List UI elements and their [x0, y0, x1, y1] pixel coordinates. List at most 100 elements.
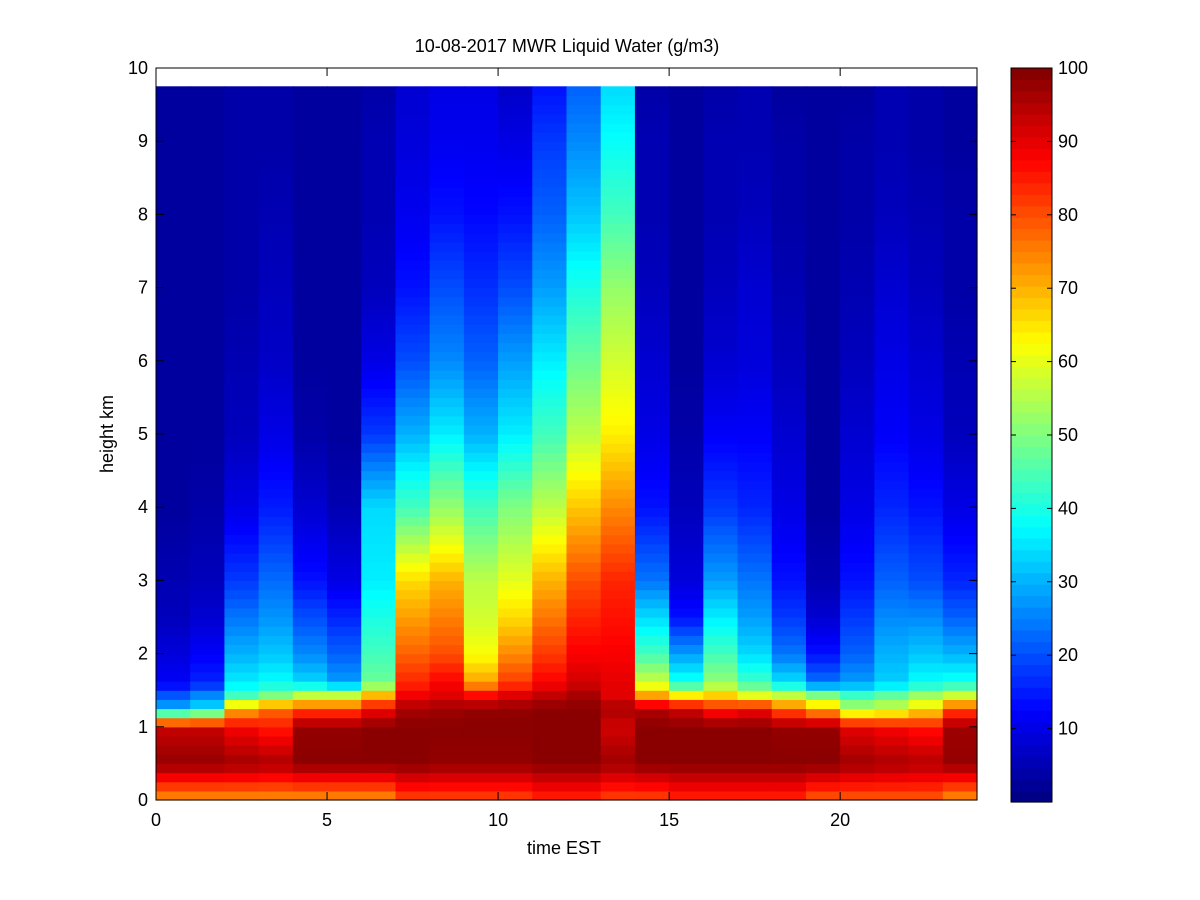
heatmap-cell — [908, 415, 944, 426]
heatmap-cell — [498, 735, 533, 746]
heatmap-cell — [874, 754, 910, 764]
heatmap-cell — [258, 543, 294, 554]
heatmap-cell — [327, 498, 362, 508]
heatmap-cell — [566, 617, 602, 627]
heatmap-cell — [258, 516, 294, 527]
heatmap-cell — [874, 598, 910, 609]
heatmap-cell — [874, 424, 910, 435]
heatmap-cell — [463, 781, 499, 792]
heatmap-cell — [566, 635, 602, 646]
heatmap-cell — [463, 488, 499, 499]
heatmap-cell — [532, 562, 568, 572]
heatmap-cell — [840, 113, 875, 124]
heatmap-cell — [634, 415, 670, 426]
heatmap-cell — [737, 333, 773, 344]
heatmap-cell — [737, 424, 773, 435]
heatmap-cell — [327, 177, 362, 188]
heatmap-cell — [600, 580, 636, 591]
heatmap-cell — [498, 534, 533, 545]
heatmap-cell — [566, 754, 602, 764]
heatmap-cell — [463, 726, 499, 737]
heatmap-cell — [805, 269, 841, 280]
heatmap-cell — [737, 397, 773, 408]
heatmap-cell — [156, 196, 191, 206]
heatmap-cell — [498, 699, 533, 710]
heatmap-cell — [634, 644, 670, 655]
heatmap-cell — [703, 735, 739, 746]
heatmap-cell — [532, 543, 568, 554]
heatmap-cell — [771, 525, 807, 536]
heatmap-cell — [600, 214, 636, 225]
heatmap-cell — [805, 113, 841, 124]
heatmap-cell — [703, 434, 739, 444]
heatmap-cell — [840, 534, 875, 545]
heatmap-cell — [908, 232, 944, 243]
heatmap-cell — [258, 699, 294, 710]
heatmap-cell — [669, 324, 704, 334]
heatmap-cell — [361, 598, 397, 609]
heatmap-cell — [292, 735, 328, 746]
heatmap-cell — [634, 690, 670, 700]
heatmap-cell — [737, 461, 773, 472]
heatmap-cell — [566, 324, 602, 334]
heatmap-cell — [395, 379, 431, 389]
heatmap-cell — [600, 498, 636, 508]
heatmap-cell — [908, 406, 944, 417]
heatmap-cell — [840, 86, 875, 97]
x-tick-label: 5 — [322, 810, 332, 830]
heatmap-cell — [771, 122, 807, 133]
heatmap-cell — [703, 122, 739, 133]
heatmap-cell — [634, 534, 670, 545]
heatmap-cell — [634, 580, 670, 591]
heatmap-cell — [908, 552, 944, 563]
heatmap-cell — [532, 699, 568, 710]
heatmap-cell — [908, 708, 944, 719]
heatmap-cell — [874, 260, 910, 270]
heatmap-cell — [258, 534, 294, 545]
heatmap-cell — [156, 671, 191, 682]
heatmap-cell — [942, 690, 978, 700]
heatmap-cell — [327, 452, 362, 463]
heatmap-cell — [566, 186, 602, 197]
heatmap-cell — [805, 754, 841, 764]
heatmap-cell — [737, 552, 773, 563]
heatmap-cell — [566, 269, 602, 280]
heatmap-cell — [224, 296, 260, 307]
colorbar-band — [1011, 274, 1052, 287]
heatmap-cell — [156, 141, 191, 151]
heatmap-cell — [737, 141, 773, 151]
heatmap-cell — [190, 681, 226, 691]
heatmap-cell — [463, 543, 499, 554]
heatmap-cell — [669, 186, 704, 197]
heatmap-cell — [258, 745, 294, 755]
heatmap-cell — [258, 168, 294, 179]
heatmap-cell — [908, 95, 944, 106]
heatmap-cell — [703, 617, 739, 627]
heatmap-cell — [463, 690, 499, 700]
heatmap-cell — [224, 223, 260, 234]
heatmap-cell — [429, 397, 465, 408]
heatmap-cell — [566, 745, 602, 755]
heatmap-cell — [908, 315, 944, 325]
heatmap-cell — [737, 406, 773, 417]
heatmap-cell — [532, 626, 568, 636]
heatmap-cell — [942, 644, 978, 655]
heatmap-cell — [532, 507, 568, 517]
heatmap-cell — [156, 617, 191, 627]
heatmap-cell — [634, 122, 670, 133]
heatmap-cell — [258, 717, 294, 728]
heatmap-cell — [361, 315, 397, 325]
heatmap-cell — [156, 790, 191, 801]
heatmap-cell — [771, 269, 807, 280]
heatmap-cell — [669, 671, 704, 682]
heatmap-cell — [532, 251, 568, 261]
heatmap-cell — [840, 424, 875, 435]
heatmap-cell — [532, 196, 568, 206]
heatmap-cell — [908, 369, 944, 380]
heatmap-cell — [463, 681, 499, 691]
heatmap-cell — [805, 662, 841, 673]
heatmap-cell — [224, 342, 260, 353]
heatmap-cell — [840, 150, 875, 161]
heatmap-cell — [771, 726, 807, 737]
